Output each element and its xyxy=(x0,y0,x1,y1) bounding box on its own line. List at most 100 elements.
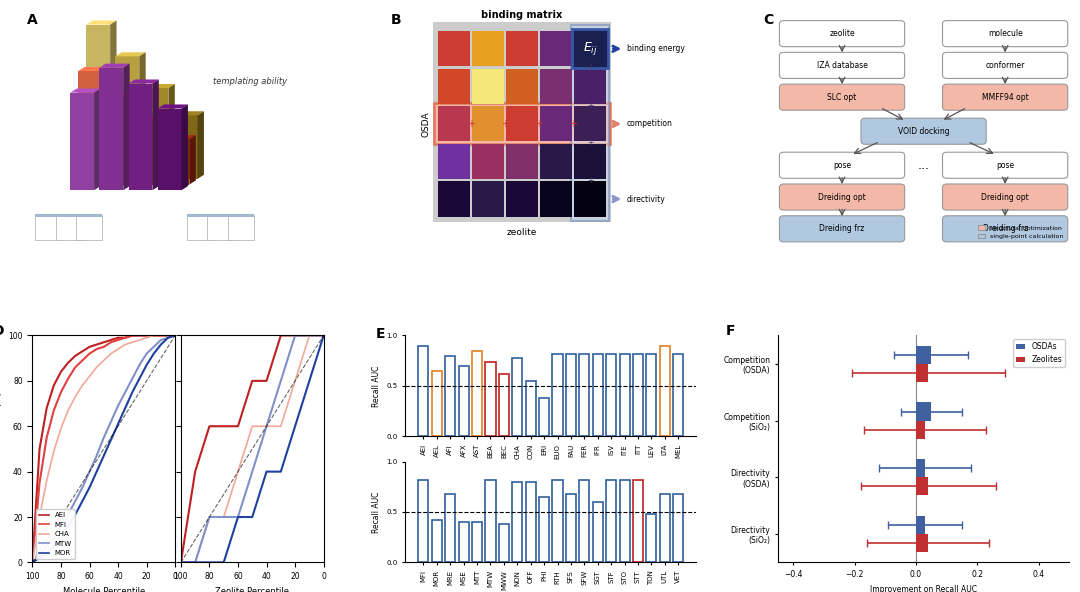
FancyBboxPatch shape xyxy=(943,52,1068,79)
Bar xyxy=(472,69,504,104)
Bar xyxy=(916,346,931,364)
Bar xyxy=(434,104,609,144)
Bar xyxy=(445,494,456,562)
Bar xyxy=(540,144,572,179)
Legend: structural optimization, single-point calculation: structural optimization, single-point ca… xyxy=(975,223,1066,242)
Bar xyxy=(660,494,670,562)
Bar xyxy=(432,371,442,436)
Bar xyxy=(579,353,590,436)
Polygon shape xyxy=(207,215,233,240)
Text: $E_{ij}$: $E_{ij}$ xyxy=(582,40,597,57)
Polygon shape xyxy=(99,63,130,67)
Bar xyxy=(916,477,928,496)
Polygon shape xyxy=(160,115,166,185)
FancyBboxPatch shape xyxy=(943,184,1068,210)
Polygon shape xyxy=(76,215,103,240)
Bar xyxy=(539,398,549,436)
Bar xyxy=(418,346,429,436)
Polygon shape xyxy=(129,79,159,83)
Bar xyxy=(575,69,606,104)
Bar xyxy=(620,480,630,562)
Bar xyxy=(620,353,630,436)
FancyBboxPatch shape xyxy=(780,84,905,110)
Polygon shape xyxy=(165,139,189,185)
Bar xyxy=(507,107,538,141)
Bar xyxy=(575,144,606,179)
Bar xyxy=(566,353,576,436)
Bar xyxy=(187,214,213,217)
Polygon shape xyxy=(94,89,100,190)
FancyBboxPatch shape xyxy=(780,215,905,242)
Bar xyxy=(553,353,563,436)
Polygon shape xyxy=(158,104,188,108)
Bar xyxy=(539,497,549,562)
Bar xyxy=(438,181,470,217)
Bar xyxy=(575,181,606,217)
Bar xyxy=(916,516,926,534)
Text: literature
OSDAs: literature OSDAs xyxy=(213,218,248,238)
Bar xyxy=(553,480,563,562)
Bar xyxy=(207,214,233,217)
Polygon shape xyxy=(110,21,117,179)
Text: ...: ... xyxy=(918,159,930,172)
Text: Dreiding frz: Dreiding frz xyxy=(820,224,865,233)
Polygon shape xyxy=(99,67,123,190)
Bar xyxy=(575,107,606,141)
Polygon shape xyxy=(145,88,168,179)
Polygon shape xyxy=(136,119,160,185)
FancyBboxPatch shape xyxy=(943,84,1068,110)
Polygon shape xyxy=(139,52,146,179)
Bar xyxy=(512,482,523,562)
Bar xyxy=(512,358,523,436)
Text: C: C xyxy=(764,13,773,27)
Bar xyxy=(485,480,496,562)
Polygon shape xyxy=(102,67,108,185)
Bar xyxy=(572,29,608,68)
Text: D: D xyxy=(0,324,4,338)
Bar xyxy=(633,480,643,562)
Bar xyxy=(540,31,572,66)
Bar xyxy=(507,181,538,217)
Bar xyxy=(445,356,456,436)
Polygon shape xyxy=(56,215,82,240)
Bar xyxy=(472,522,482,562)
Bar xyxy=(472,144,504,179)
Bar xyxy=(916,534,928,552)
Polygon shape xyxy=(107,92,137,96)
Text: OSDA: OSDA xyxy=(421,111,431,137)
Bar xyxy=(507,69,538,104)
Text: VOID docking: VOID docking xyxy=(897,127,949,136)
Bar xyxy=(526,381,536,436)
Polygon shape xyxy=(174,111,204,115)
Polygon shape xyxy=(78,71,102,185)
Bar xyxy=(472,31,504,66)
Bar xyxy=(646,514,657,562)
Bar xyxy=(76,214,103,217)
Bar xyxy=(633,353,643,436)
Bar xyxy=(499,524,509,562)
Text: known
zeolites: known zeolites xyxy=(38,218,68,238)
Bar xyxy=(579,480,590,562)
Text: +: + xyxy=(569,119,577,129)
Polygon shape xyxy=(174,115,198,179)
Polygon shape xyxy=(165,135,195,139)
FancyBboxPatch shape xyxy=(780,52,905,79)
Bar xyxy=(540,107,572,141)
FancyBboxPatch shape xyxy=(780,184,905,210)
X-axis label: Improvement on Recall AUC: Improvement on Recall AUC xyxy=(870,584,977,592)
Text: +: + xyxy=(535,119,543,129)
Text: E: E xyxy=(376,327,386,342)
Polygon shape xyxy=(228,215,254,240)
Polygon shape xyxy=(116,52,146,56)
Text: SLC opt: SLC opt xyxy=(827,93,856,102)
Bar xyxy=(606,480,617,562)
Text: competition: competition xyxy=(626,120,673,128)
Text: Dreiding opt: Dreiding opt xyxy=(982,192,1029,201)
Bar xyxy=(540,69,572,104)
Text: +: + xyxy=(586,176,593,185)
Bar xyxy=(459,366,469,436)
Polygon shape xyxy=(158,108,181,190)
Bar xyxy=(916,364,928,382)
Polygon shape xyxy=(123,63,130,190)
Bar xyxy=(459,522,469,562)
